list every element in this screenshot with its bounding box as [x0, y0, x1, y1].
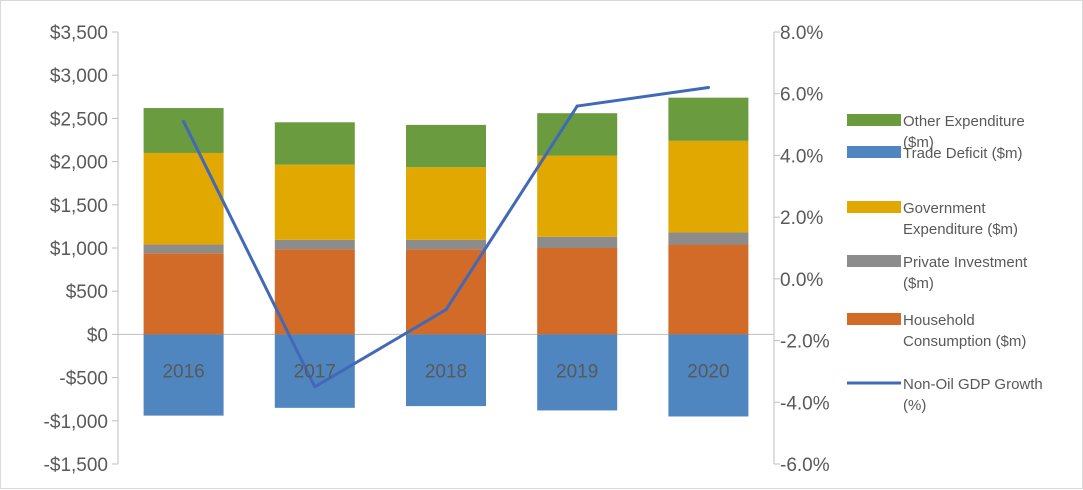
- bar-private-investment-m-2020: [668, 232, 749, 245]
- legend-label: Private Investment: [903, 254, 1028, 271]
- line-layer: [182, 86, 710, 389]
- bar-government-expenditure-m-2018: [406, 167, 486, 240]
- bar-trade-deficit-2020: [668, 334, 749, 417]
- legend-label: Consumption ($m): [903, 333, 1026, 350]
- bars-layer: [143, 97, 749, 417]
- category-label: 2016: [162, 361, 204, 382]
- legend-label: Expenditure ($m): [903, 221, 1018, 238]
- right-tick-label: 6.0%: [780, 85, 823, 106]
- bar-household-consumption-m-2020: [668, 244, 749, 335]
- left-tick-label: $2,000: [50, 153, 108, 174]
- category-label: 2017: [294, 361, 336, 382]
- category-labels-layer: 2016 2017 2018 2019 2020: [162, 361, 729, 382]
- legend-label: Trade Deficit ($m): [903, 145, 1022, 162]
- bar-household-consumption-m-2019: [537, 248, 618, 335]
- bar-government-expenditure-m-2020: [668, 140, 749, 233]
- legend: Other Expenditure($m)Trade Deficit ($m)G…: [847, 113, 1043, 414]
- legend-swatch-2: [847, 201, 901, 213]
- bar-trade-deficit-2019: [537, 334, 618, 411]
- legend-swatch-1: [847, 146, 901, 158]
- bar-government-expenditure-m-2016: [143, 152, 224, 245]
- bar-other-expenditure-m-2017: [274, 122, 355, 165]
- left-tick-label: $1,500: [50, 196, 108, 217]
- bar-other-expenditure-m-2020: [668, 97, 749, 141]
- axes-layer: $3,500 $3,000 $2,500 $2,000 $1,500 $1,000 $500…: [44, 23, 830, 476]
- legend-swatch-3: [847, 255, 901, 267]
- bar-household-consumption-m-2018: [406, 249, 486, 335]
- legend-label: ($m): [903, 134, 934, 151]
- right-tick-label: -6.0%: [780, 455, 830, 476]
- point-non-oil-gdp-growth-2020: [706, 86, 710, 90]
- legend-label: ($m): [903, 275, 934, 292]
- right-tick-label: 4.0%: [780, 146, 823, 167]
- right-tick-label: 2.0%: [780, 208, 823, 229]
- left-tick-label: -$1,000: [44, 412, 108, 433]
- category-label: 2019: [556, 361, 598, 382]
- point-non-oil-gdp-growth-2018: [444, 308, 448, 312]
- bar-other-expenditure-m-2016: [143, 108, 224, 153]
- point-non-oil-gdp-growth-2016: [182, 119, 186, 123]
- right-tick-label: 0.0%: [780, 270, 823, 291]
- left-tick-label: $0: [87, 325, 108, 346]
- bar-household-consumption-m-2016: [143, 253, 224, 335]
- bar-private-investment-m-2018: [406, 239, 486, 250]
- legend-label: Government: [903, 200, 986, 217]
- right-tick-label: -4.0%: [780, 393, 830, 414]
- left-tick-label: $500: [66, 282, 108, 303]
- bar-government-expenditure-m-2017: [274, 164, 355, 240]
- point-non-oil-gdp-growth-2019: [575, 104, 579, 108]
- point-non-oil-gdp-growth-2017: [313, 385, 317, 389]
- bar-private-investment-m-2019: [537, 236, 618, 248]
- left-tick-label: $2,500: [50, 109, 108, 130]
- left-tick-label: $3,000: [50, 66, 108, 87]
- legend-label: Other Expenditure: [903, 113, 1025, 130]
- left-tick-label: $1,000: [50, 239, 108, 260]
- legend-swatch-4: [847, 313, 901, 325]
- right-tick-label: -2.0%: [780, 332, 830, 353]
- category-label: 2020: [687, 361, 729, 382]
- category-label: 2018: [425, 361, 467, 382]
- bar-government-expenditure-m-2019: [537, 155, 618, 237]
- legend-label: Non-Oil GDP Growth: [903, 376, 1043, 393]
- bar-household-consumption-m-2017: [274, 249, 355, 335]
- bar-private-investment-m-2017: [274, 239, 355, 250]
- legend-label: (%): [903, 397, 926, 414]
- bar-trade-deficit-2018: [406, 334, 486, 407]
- legend-swatch-0: [847, 114, 901, 126]
- right-tick-label: 8.0%: [780, 23, 823, 44]
- left-tick-label: $3,500: [50, 23, 108, 44]
- left-tick-label: -$1,500: [44, 455, 108, 476]
- bar-private-investment-m-2016: [143, 244, 224, 254]
- legend-label: Household: [903, 312, 975, 329]
- bar-trade-deficit-2016: [143, 334, 224, 416]
- bar-other-expenditure-m-2018: [406, 124, 486, 168]
- left-tick-label: -$500: [59, 369, 108, 390]
